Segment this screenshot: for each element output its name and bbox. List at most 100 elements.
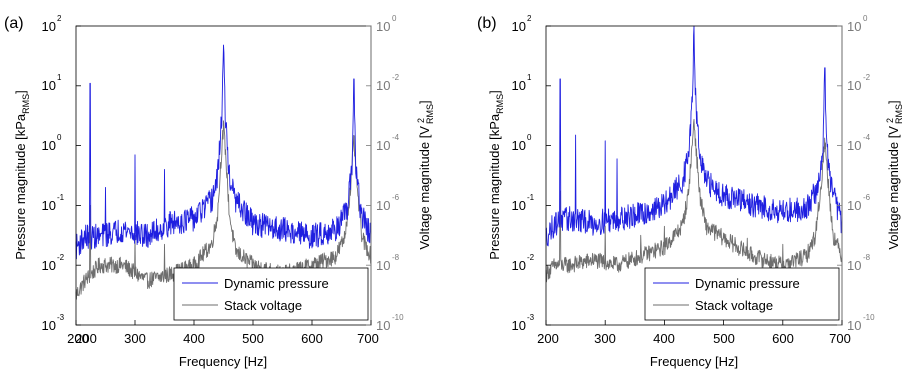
svg-text:200: 200 — [67, 331, 89, 346]
legend-box-a — [173, 267, 369, 321]
right-tick-1e-4: 10-4 — [366, 133, 400, 153]
left-tick-1e-1: 10-1 — [512, 193, 551, 213]
left-tick-1e0: 100 — [512, 133, 551, 153]
right-y-ticks-a: 100 10-2 10-4 10-6 10-8 10-10 — [366, 14, 404, 333]
right-tick-1e-10: 10-10 — [366, 313, 404, 333]
svg-text:2: 2 — [527, 14, 532, 23]
x-ticks-b: 200 300 400 500 600 700 — [537, 320, 851, 346]
left-tick-1e-3: 10-3 — [512, 313, 551, 333]
svg-text:10: 10 — [42, 78, 56, 93]
left-y-ticks-a: 102 101 100 10-1 10-2 10-3 — [42, 14, 81, 333]
svg-text:10: 10 — [512, 198, 526, 213]
svg-text:700: 700 — [357, 331, 379, 346]
svg-text:400: 400 — [183, 331, 205, 346]
right-tick-1e0: 100 — [837, 14, 868, 34]
legend-a: Dynamic pressure Stack voltage — [173, 267, 369, 321]
svg-text:0: 0 — [527, 133, 532, 142]
svg-text:10: 10 — [376, 19, 390, 34]
svg-text:-2: -2 — [527, 253, 535, 262]
voltage-series-line-a — [75, 120, 372, 300]
svg-text:500: 500 — [242, 331, 264, 346]
x-tick-400: 400 — [653, 320, 675, 346]
svg-text:200: 200 — [537, 331, 559, 346]
panel-b: (b) 102 101 100 10-1 10-2 10-3 100 10-2 … — [477, 14, 904, 369]
svg-text:10: 10 — [512, 258, 526, 273]
svg-text:-1: -1 — [527, 193, 535, 202]
left-tick-1e-3: 10-3 — [42, 313, 81, 333]
right-y-axis-label-a: Voltage magnitude [V2RMS] — [416, 100, 435, 249]
right-y-axis-label-b: Voltage magnitude [V2RMS] — [885, 100, 904, 249]
svg-text:-10: -10 — [392, 313, 404, 322]
left-tick-1e-2: 10-2 — [42, 253, 81, 273]
left-tick-1e-2: 10-2 — [512, 253, 551, 273]
svg-text:300: 300 — [124, 331, 146, 346]
x-tick-extra-a: 200 — [75, 331, 97, 346]
left-tick-1e-1: 10-1 — [42, 193, 81, 213]
svg-text:10: 10 — [376, 78, 390, 93]
panel-label-b: (b) — [477, 15, 497, 32]
right-tick-1e-2: 10-2 — [366, 73, 400, 93]
svg-text:10: 10 — [512, 138, 526, 153]
plot-area-a — [75, 44, 372, 300]
svg-text:600: 600 — [301, 331, 323, 346]
legend-label-voltage-a: Stack voltage — [224, 298, 302, 313]
svg-text:10: 10 — [42, 19, 56, 34]
svg-text:10: 10 — [512, 318, 526, 333]
svg-text:10: 10 — [847, 19, 861, 34]
voltage-series-line-b — [545, 118, 843, 283]
svg-text:-4: -4 — [863, 133, 871, 142]
panel-label-a: (a) — [4, 15, 24, 32]
svg-text:500: 500 — [713, 331, 735, 346]
svg-text:-1: -1 — [57, 193, 65, 202]
svg-text:10: 10 — [847, 318, 861, 333]
left-tick-1e2: 102 — [512, 14, 551, 34]
legend-box-b — [644, 267, 840, 321]
right-tick-1e-8: 10-8 — [837, 253, 871, 273]
left-tick-1e1: 101 — [42, 73, 81, 93]
svg-text:-2: -2 — [863, 73, 871, 82]
svg-text:10: 10 — [512, 19, 526, 34]
right-tick-1e-6: 10-6 — [837, 193, 871, 213]
svg-text:600: 600 — [772, 331, 794, 346]
panel-a: (a) 102 101 100 10-1 10-2 10-3 100 10-2 … — [4, 14, 435, 369]
plot-area-b — [545, 25, 843, 283]
x-axis-label-b: Frequency [Hz] — [650, 354, 738, 369]
svg-text:10: 10 — [512, 78, 526, 93]
svg-text:400: 400 — [653, 331, 675, 346]
svg-text:700: 700 — [829, 331, 851, 346]
x-tick-500: 500 — [242, 320, 264, 346]
svg-text:0: 0 — [57, 133, 62, 142]
svg-text:10: 10 — [376, 138, 390, 153]
right-tick-1e-6: 10-6 — [366, 193, 400, 213]
right-tick-1e0: 100 — [366, 14, 397, 34]
x-tick-200: 200 — [67, 320, 89, 346]
svg-text:-6: -6 — [863, 193, 871, 202]
svg-text:10: 10 — [847, 198, 861, 213]
svg-text:0: 0 — [392, 14, 397, 23]
svg-text:0: 0 — [863, 14, 868, 23]
svg-text:-3: -3 — [527, 313, 535, 322]
svg-text:10: 10 — [42, 138, 56, 153]
svg-text:10: 10 — [42, 258, 56, 273]
x-tick-700: 700 — [357, 320, 379, 346]
svg-text:-8: -8 — [392, 253, 400, 262]
x-tick-200: 200 — [537, 320, 559, 346]
x-tick-600: 600 — [301, 320, 323, 346]
svg-text:10: 10 — [847, 138, 861, 153]
x-tick-700: 700 — [829, 320, 851, 346]
right-tick-1e-8: 10-8 — [366, 253, 400, 273]
pressure-series-line-b — [545, 25, 843, 247]
legend-b: Dynamic pressure Stack voltage — [644, 267, 840, 321]
x-ticks-a: 200 200 300 400 500 600 700 — [67, 320, 379, 346]
left-tick-1e2: 102 — [42, 14, 81, 34]
svg-text:10: 10 — [847, 78, 861, 93]
svg-text:1: 1 — [57, 73, 62, 82]
svg-text:-10: -10 — [863, 313, 875, 322]
svg-text:2: 2 — [57, 14, 62, 23]
svg-text:-6: -6 — [392, 193, 400, 202]
left-y-axis-label-b: Pressure magnitude [kPaRMS] — [487, 90, 505, 260]
left-y-axis-label-a: Pressure magnitude [kPaRMS] — [13, 90, 31, 260]
pressure-series-line-a — [75, 44, 372, 260]
svg-text:10: 10 — [376, 318, 390, 333]
svg-text:10: 10 — [376, 198, 390, 213]
